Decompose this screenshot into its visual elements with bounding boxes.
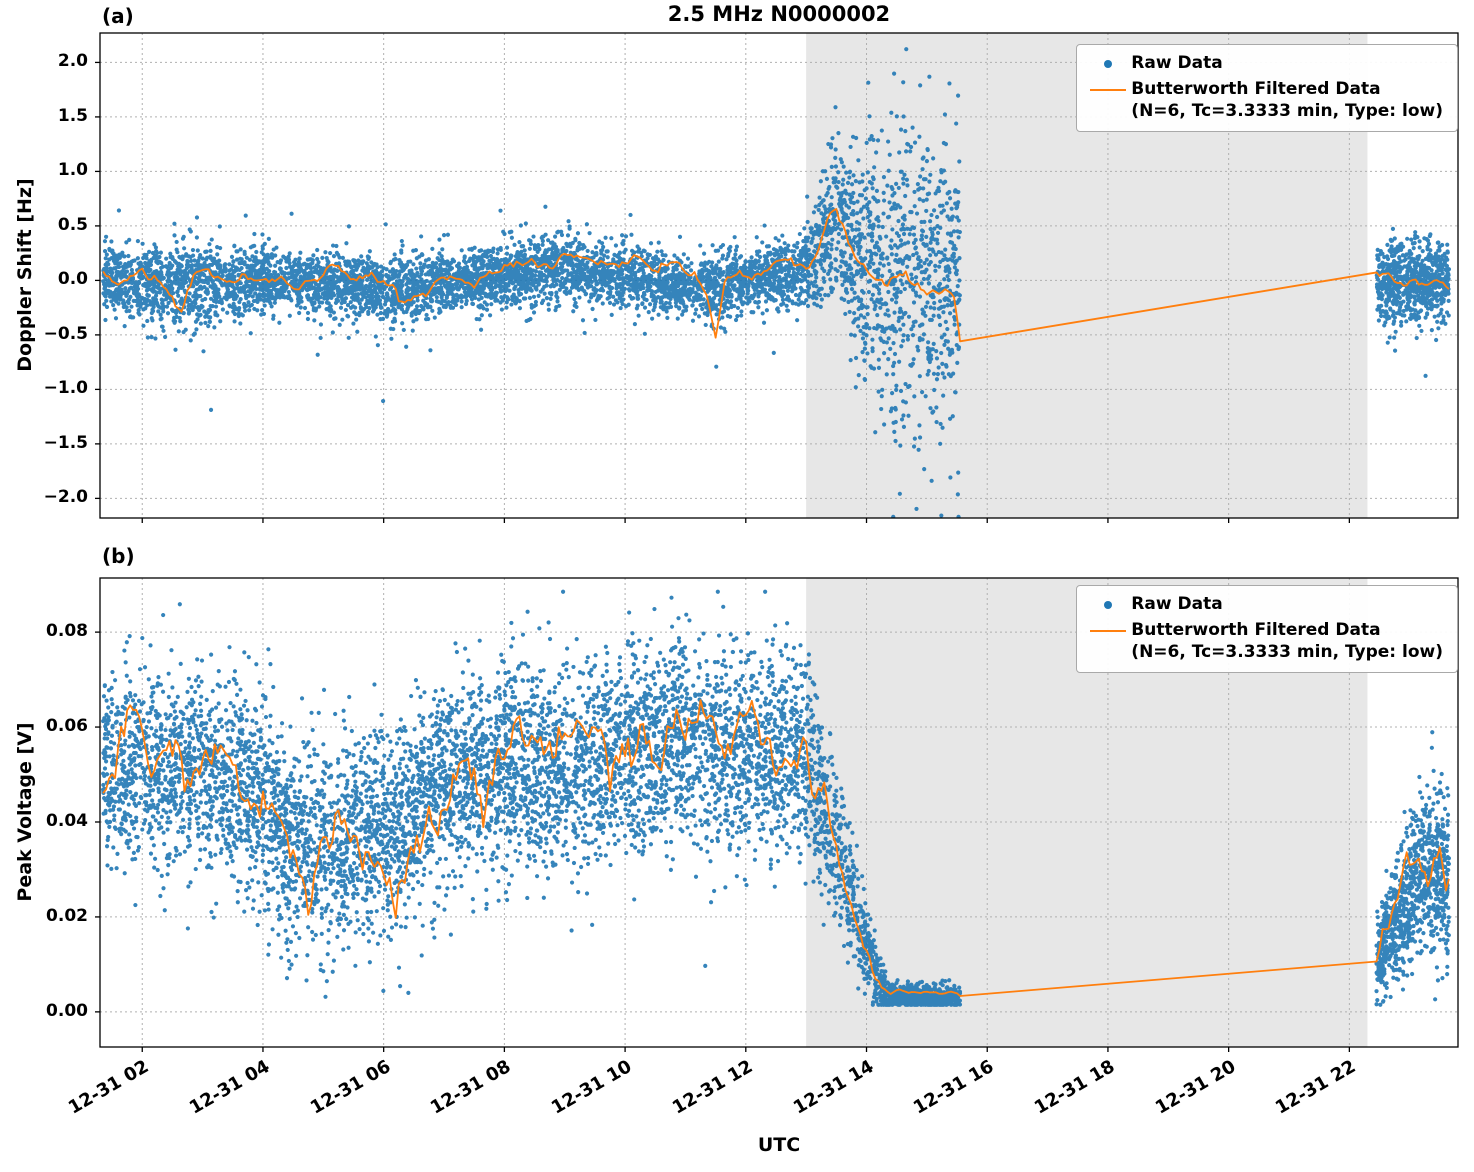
y-tick-label: 2.0 [57, 51, 88, 72]
legend-raw-row: Raw Data [1085, 53, 1443, 74]
legend-filtered-line-icon [1090, 89, 1127, 92]
legend-raw-label: Raw Data [1131, 594, 1223, 614]
panel-b-label: (b) [102, 544, 135, 568]
legend-panel-b: Raw Data Butterworth Filtered Data (N=6,… [1076, 585, 1458, 673]
legend-raw-marker-icon [1104, 60, 1113, 68]
legend-filtered-line-icon [1090, 630, 1127, 633]
y-tick-label: −1.5 [43, 432, 88, 453]
y-tick-label: −0.5 [43, 323, 88, 344]
y-tick-label: 0.5 [57, 214, 88, 235]
legend-filtered-sublabel: (N=6, Tc=3.3333 min, Type: low) [1131, 641, 1443, 662]
legend-filtered-sublabel: (N=6, Tc=3.3333 min, Type: low) [1131, 100, 1443, 121]
y-tick-label: 0.04 [46, 810, 88, 831]
panel-a-label: (a) [102, 4, 134, 28]
legend-raw-label: Raw Data [1131, 53, 1223, 73]
legend-filtered-row: Butterworth Filtered Data (N=6, Tc=3.333… [1085, 79, 1443, 122]
legend-filtered-label: Butterworth Filtered Data [1131, 79, 1381, 100]
y-tick-label: 0.00 [46, 1000, 88, 1021]
y-tick-label: 1.0 [57, 160, 88, 181]
y-tick-label: −2.0 [43, 487, 88, 508]
legend-raw-row: Raw Data [1085, 594, 1443, 615]
legend-filtered-label: Butterworth Filtered Data [1131, 620, 1381, 641]
y-tick-label: 0.06 [46, 716, 88, 737]
legend-filtered-row: Butterworth Filtered Data (N=6, Tc=3.333… [1085, 620, 1443, 663]
y-tick-label: 0.0 [57, 269, 88, 290]
x-axis-label: UTC [757, 1134, 801, 1156]
y-tick-label: 1.5 [57, 105, 88, 126]
y-tick-label: 0.08 [46, 621, 88, 642]
y-tick-label: 0.02 [46, 905, 88, 926]
legend-raw-marker-icon [1104, 601, 1113, 609]
y-tick-label: −1.0 [43, 378, 88, 399]
legend-panel-a: Raw Data Butterworth Filtered Data (N=6,… [1076, 44, 1458, 132]
chart-title: 2.5 MHz N0000002 [667, 2, 891, 26]
